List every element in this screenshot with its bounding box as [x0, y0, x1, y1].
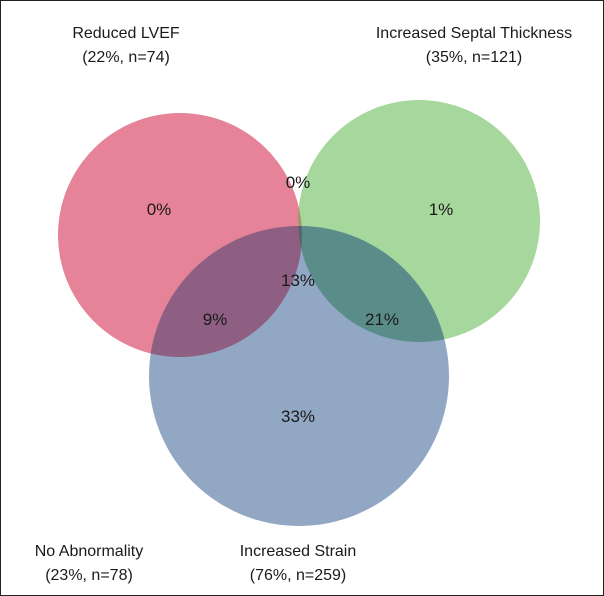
region-septal-strain: 21% [365, 310, 399, 329]
region-all-three: 13% [281, 271, 315, 290]
region-lvef-only: 0% [147, 200, 172, 219]
region-septal-only: 1% [429, 200, 454, 219]
region-lvef-septal: 0% [286, 173, 311, 192]
label-no-abnormality-stats: (23%, n=78) [45, 567, 133, 584]
venn-overlap-septal-strain [298, 226, 449, 342]
label-septal-name: Increased Septal Thickness [376, 25, 572, 42]
region-strain-only: 33% [281, 407, 315, 426]
label-lvef-name: Reduced LVEF [72, 25, 180, 42]
label-no-abnormality-name: No Abnormality [35, 543, 144, 560]
label-septal-stats: (35%, n=121) [426, 49, 523, 66]
label-lvef-stats: (22%, n=74) [82, 49, 170, 66]
label-strain-stats: (76%, n=259) [250, 567, 347, 584]
region-lvef-strain: 9% [203, 310, 228, 329]
label-strain-name: Increased Strain [240, 543, 357, 560]
venn-overlap-lvef-strain [149, 226, 302, 357]
